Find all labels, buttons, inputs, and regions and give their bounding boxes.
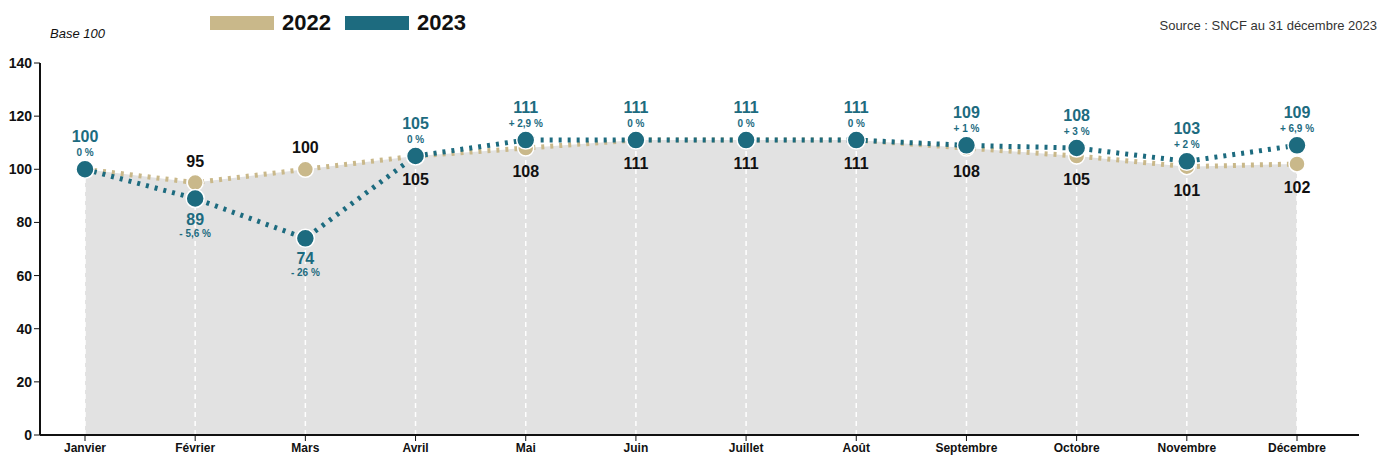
- svg-text:89: 89: [186, 211, 204, 228]
- svg-text:111: 111: [623, 99, 648, 116]
- svg-text:Décembre: Décembre: [1268, 441, 1326, 455]
- svg-text:80: 80: [16, 214, 32, 230]
- svg-text:+ 2 %: + 2 %: [1174, 139, 1200, 150]
- svg-text:105: 105: [402, 115, 429, 132]
- svg-text:Janvier: Janvier: [64, 441, 106, 455]
- svg-text:111: 111: [513, 99, 538, 116]
- svg-text:0 %: 0 %: [76, 147, 93, 158]
- svg-text:103: 103: [1173, 120, 1200, 137]
- svg-text:0 %: 0 %: [737, 118, 754, 129]
- svg-text:20: 20: [16, 374, 32, 390]
- svg-text:101: 101: [1173, 182, 1200, 199]
- svg-text:100: 100: [9, 161, 33, 177]
- svg-text:0 %: 0 %: [848, 118, 865, 129]
- html-text:Base 100: Base 100: [50, 26, 105, 41]
- svg-text:109: 109: [953, 104, 980, 121]
- svg-text:111: 111: [734, 155, 759, 172]
- svg-text:111: 111: [844, 99, 869, 116]
- svg-text:0: 0: [24, 427, 32, 443]
- svg-text:Juin: Juin: [624, 441, 649, 455]
- svg-text:Septembre: Septembre: [935, 441, 997, 455]
- svg-text:105: 105: [402, 171, 429, 188]
- html-text:2022: 2022: [282, 10, 331, 35]
- svg-text:74: 74: [296, 250, 314, 267]
- svg-text:108: 108: [953, 163, 980, 180]
- svg-text:Mars: Mars: [291, 441, 319, 455]
- html-text:2023: 2023: [417, 10, 466, 35]
- svg-text:- 5,6 %: - 5,6 %: [179, 228, 211, 239]
- svg-text:Octobre: Octobre: [1054, 441, 1100, 455]
- svg-text:- 26 %: - 26 %: [291, 267, 320, 278]
- svg-text:Novembre: Novembre: [1157, 441, 1216, 455]
- svg-text:100: 100: [72, 128, 99, 145]
- svg-text:60: 60: [16, 268, 32, 284]
- svg-text:Juillet: Juillet: [729, 441, 764, 455]
- svg-text:109: 109: [1284, 104, 1311, 121]
- svg-text:111: 111: [623, 155, 648, 172]
- svg-text:100: 100: [292, 139, 319, 156]
- svg-text:108: 108: [1063, 107, 1090, 124]
- svg-text:140: 140: [9, 55, 33, 71]
- svg-text:102: 102: [1284, 179, 1311, 196]
- svg-text:105: 105: [1063, 171, 1090, 188]
- svg-text:Avril: Avril: [402, 441, 428, 455]
- svg-text:108: 108: [512, 163, 539, 180]
- svg-text:95: 95: [186, 153, 204, 170]
- svg-text:Août: Août: [843, 441, 870, 455]
- svg-text:+ 6,9 %: + 6,9 %: [1280, 123, 1314, 134]
- svg-text:111: 111: [734, 99, 759, 116]
- svg-text:+ 3 %: + 3 %: [1064, 126, 1090, 137]
- svg-text:0 %: 0 %: [407, 134, 424, 145]
- svg-text:Mai: Mai: [516, 441, 536, 455]
- svg-text:+ 1 %: + 1 %: [954, 123, 980, 134]
- svg-text:+ 2,9 %: + 2,9 %: [509, 118, 543, 129]
- svg-text:Février: Février: [175, 441, 215, 455]
- svg-text:0 %: 0 %: [627, 118, 644, 129]
- html-text:Source : SNCF au 31 décembre 2: Source : SNCF au 31 décembre 2023: [1159, 18, 1377, 33]
- svg-text:111: 111: [844, 155, 869, 172]
- svg-text:120: 120: [9, 108, 33, 124]
- svg-text:40: 40: [16, 321, 32, 337]
